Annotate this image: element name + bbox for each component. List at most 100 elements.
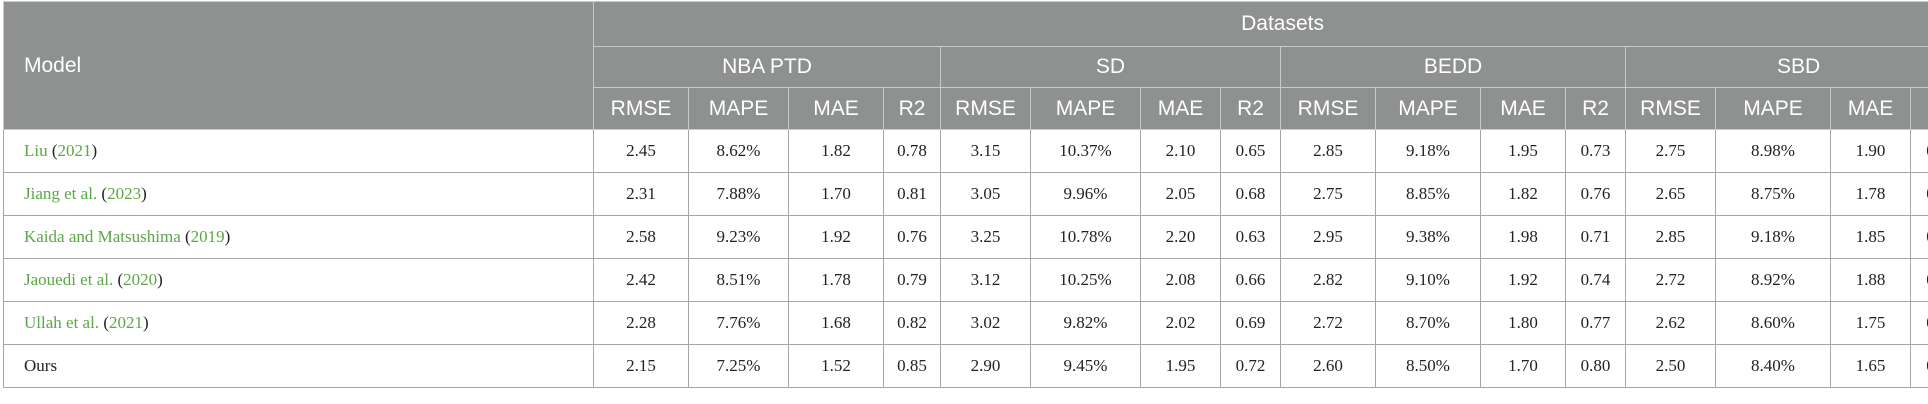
model-name-cell: Ullah et al. (2021) (4, 302, 594, 345)
value-cell: 2.10 (1141, 130, 1221, 173)
value-cell: 0.85 (884, 345, 941, 388)
value-cell: 1.85 (1831, 216, 1911, 259)
metric-header: RMSE (594, 88, 689, 130)
value-cell: 2.08 (1141, 259, 1221, 302)
dataset-header: NBA PTD (594, 47, 941, 88)
value-cell: 8.70% (1376, 302, 1481, 345)
value-cell: 1.68 (789, 302, 884, 345)
value-cell: 0.81 (884, 173, 941, 216)
value-cell: 0.63 (1221, 216, 1281, 259)
value-cell: 9.18% (1376, 130, 1481, 173)
metric-header: R2 (884, 88, 941, 130)
value-cell: 2.15 (594, 345, 689, 388)
value-cell: 2.58 (594, 216, 689, 259)
value-cell: 1.80 (1481, 302, 1566, 345)
value-cell: 2.85 (1626, 216, 1716, 259)
model-name: Ours (24, 356, 57, 375)
value-cell: 0.76 (1911, 345, 1928, 388)
value-cell: 2.65 (1626, 173, 1716, 216)
value-cell: 0.69 (1221, 302, 1281, 345)
value-cell: 2.75 (1626, 130, 1716, 173)
model-name[interactable]: Jaouedi et al. (24, 270, 113, 289)
value-cell: 0.70 (1911, 130, 1928, 173)
value-cell: 1.92 (789, 216, 884, 259)
value-cell: 0.71 (1911, 259, 1928, 302)
value-cell: 10.78% (1031, 216, 1141, 259)
value-cell: 0.72 (1221, 345, 1281, 388)
value-cell: 2.05 (1141, 173, 1221, 216)
value-cell: 2.02 (1141, 302, 1221, 345)
value-cell: 1.88 (1831, 259, 1911, 302)
value-cell: 2.42 (594, 259, 689, 302)
value-cell: 8.98% (1716, 130, 1831, 173)
citation-year-link[interactable]: 2021 (109, 313, 143, 332)
value-cell: 8.40% (1716, 345, 1831, 388)
metric-header: MAE (1481, 88, 1566, 130)
value-cell: 0.68 (1911, 216, 1928, 259)
value-cell: 9.82% (1031, 302, 1141, 345)
value-cell: 2.62 (1626, 302, 1716, 345)
value-cell: 8.85% (1376, 173, 1481, 216)
value-cell: 1.78 (789, 259, 884, 302)
dataset-header: BEDD (1281, 47, 1626, 88)
value-cell: 1.90 (1831, 130, 1911, 173)
metric-header: R2 (1566, 88, 1626, 130)
value-cell: 1.95 (1141, 345, 1221, 388)
model-name-cell: Jaouedi et al. (2020) (4, 259, 594, 302)
value-cell: 2.72 (1626, 259, 1716, 302)
citation-year-link[interactable]: 2023 (107, 184, 141, 203)
value-cell: 8.51% (689, 259, 789, 302)
value-cell: 0.66 (1221, 259, 1281, 302)
value-cell: 9.38% (1376, 216, 1481, 259)
model-name[interactable]: Liu (24, 141, 48, 160)
metric-header: MAPE (1716, 88, 1831, 130)
model-name-cell: Jiang et al. (2023) (4, 173, 594, 216)
value-cell: 2.85 (1281, 130, 1376, 173)
metric-header: RMSE (1281, 88, 1376, 130)
model-name[interactable]: Kaida and Matsushima (24, 227, 181, 246)
value-cell: 8.50% (1376, 345, 1481, 388)
value-cell: 7.76% (689, 302, 789, 345)
value-cell: 2.45 (594, 130, 689, 173)
dataset-header: SBD (1626, 47, 1928, 88)
value-cell: 2.82 (1281, 259, 1376, 302)
value-cell: 0.82 (884, 302, 941, 345)
citation-year-link[interactable]: 2019 (191, 227, 225, 246)
value-cell: 1.70 (789, 173, 884, 216)
value-cell: 3.12 (941, 259, 1031, 302)
model-name[interactable]: Ullah et al. (24, 313, 99, 332)
value-cell: 1.65 (1831, 345, 1911, 388)
citation-year-link[interactable]: 2020 (123, 270, 157, 289)
value-cell: 2.90 (941, 345, 1031, 388)
value-cell: 9.23% (689, 216, 789, 259)
metric-header: R2 (1911, 88, 1928, 130)
datasets-header: Datasets (594, 2, 1928, 47)
value-cell: 9.18% (1716, 216, 1831, 259)
model-name-cell: Kaida and Matsushima (2019) (4, 216, 594, 259)
value-cell: 1.82 (1481, 173, 1566, 216)
metric-header: MAPE (689, 88, 789, 130)
model-name[interactable]: Jiang et al. (24, 184, 97, 203)
model-name-cell: Ours (4, 345, 594, 388)
value-cell: 8.60% (1716, 302, 1831, 345)
value-cell: 2.95 (1281, 216, 1376, 259)
value-cell: 0.65 (1221, 130, 1281, 173)
value-cell: 0.73 (1566, 130, 1626, 173)
value-cell: 9.96% (1031, 173, 1141, 216)
value-cell: 9.10% (1376, 259, 1481, 302)
value-cell: 8.62% (689, 130, 789, 173)
value-cell: 3.15 (941, 130, 1031, 173)
value-cell: 0.71 (1566, 216, 1626, 259)
metric-header: MAPE (1031, 88, 1141, 130)
value-cell: 0.78 (884, 130, 941, 173)
value-cell: 2.75 (1281, 173, 1376, 216)
value-cell: 0.74 (1566, 259, 1626, 302)
value-cell: 3.05 (941, 173, 1031, 216)
citation-year-link[interactable]: 2021 (58, 141, 92, 160)
